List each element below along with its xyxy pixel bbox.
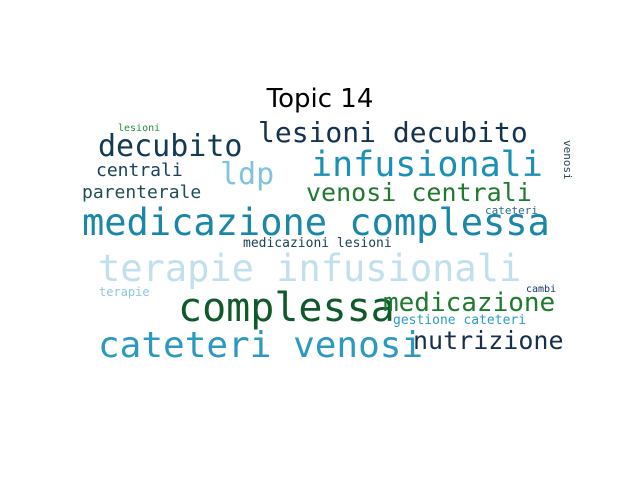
word-venosi-centrali: venosi centrali: [306, 178, 532, 207]
word-decubito: decubito: [98, 129, 243, 164]
word-cloud: lesioni lesioni decubito decubito infusi…: [78, 118, 578, 374]
word-lesioni-decubito: lesioni decubito: [258, 116, 528, 149]
word-ldp: ldp: [220, 157, 275, 192]
word-terapie: terapie: [99, 285, 150, 299]
word-lesioni: lesioni: [118, 123, 161, 134]
word-gestione-cateteri: gestione cateteri: [393, 313, 527, 328]
plot-title: Topic 14: [266, 84, 374, 114]
word-nutrizione: nutrizione: [413, 326, 564, 355]
word-medicazione: medicazione: [383, 288, 556, 318]
word-terapie-infusionali: terapie infusionali: [98, 247, 522, 290]
word-complessa: complessa: [178, 285, 395, 331]
word-cateteri-venosi: cateteri venosi: [98, 325, 424, 366]
word-medicazioni-lesioni: medicazioni lesioni: [243, 236, 392, 251]
word-cambi: cambi: [526, 284, 557, 295]
word-venosi-vertical: venosi: [561, 140, 574, 180]
word-medicazione-complessa: medicazione complessa: [82, 201, 550, 244]
word-cateteri-small: cateteri: [485, 204, 538, 217]
word-infusionali: infusionali: [311, 145, 543, 185]
word-centrali: centrali: [96, 160, 183, 181]
word-parenterale: parenterale: [82, 182, 202, 203]
